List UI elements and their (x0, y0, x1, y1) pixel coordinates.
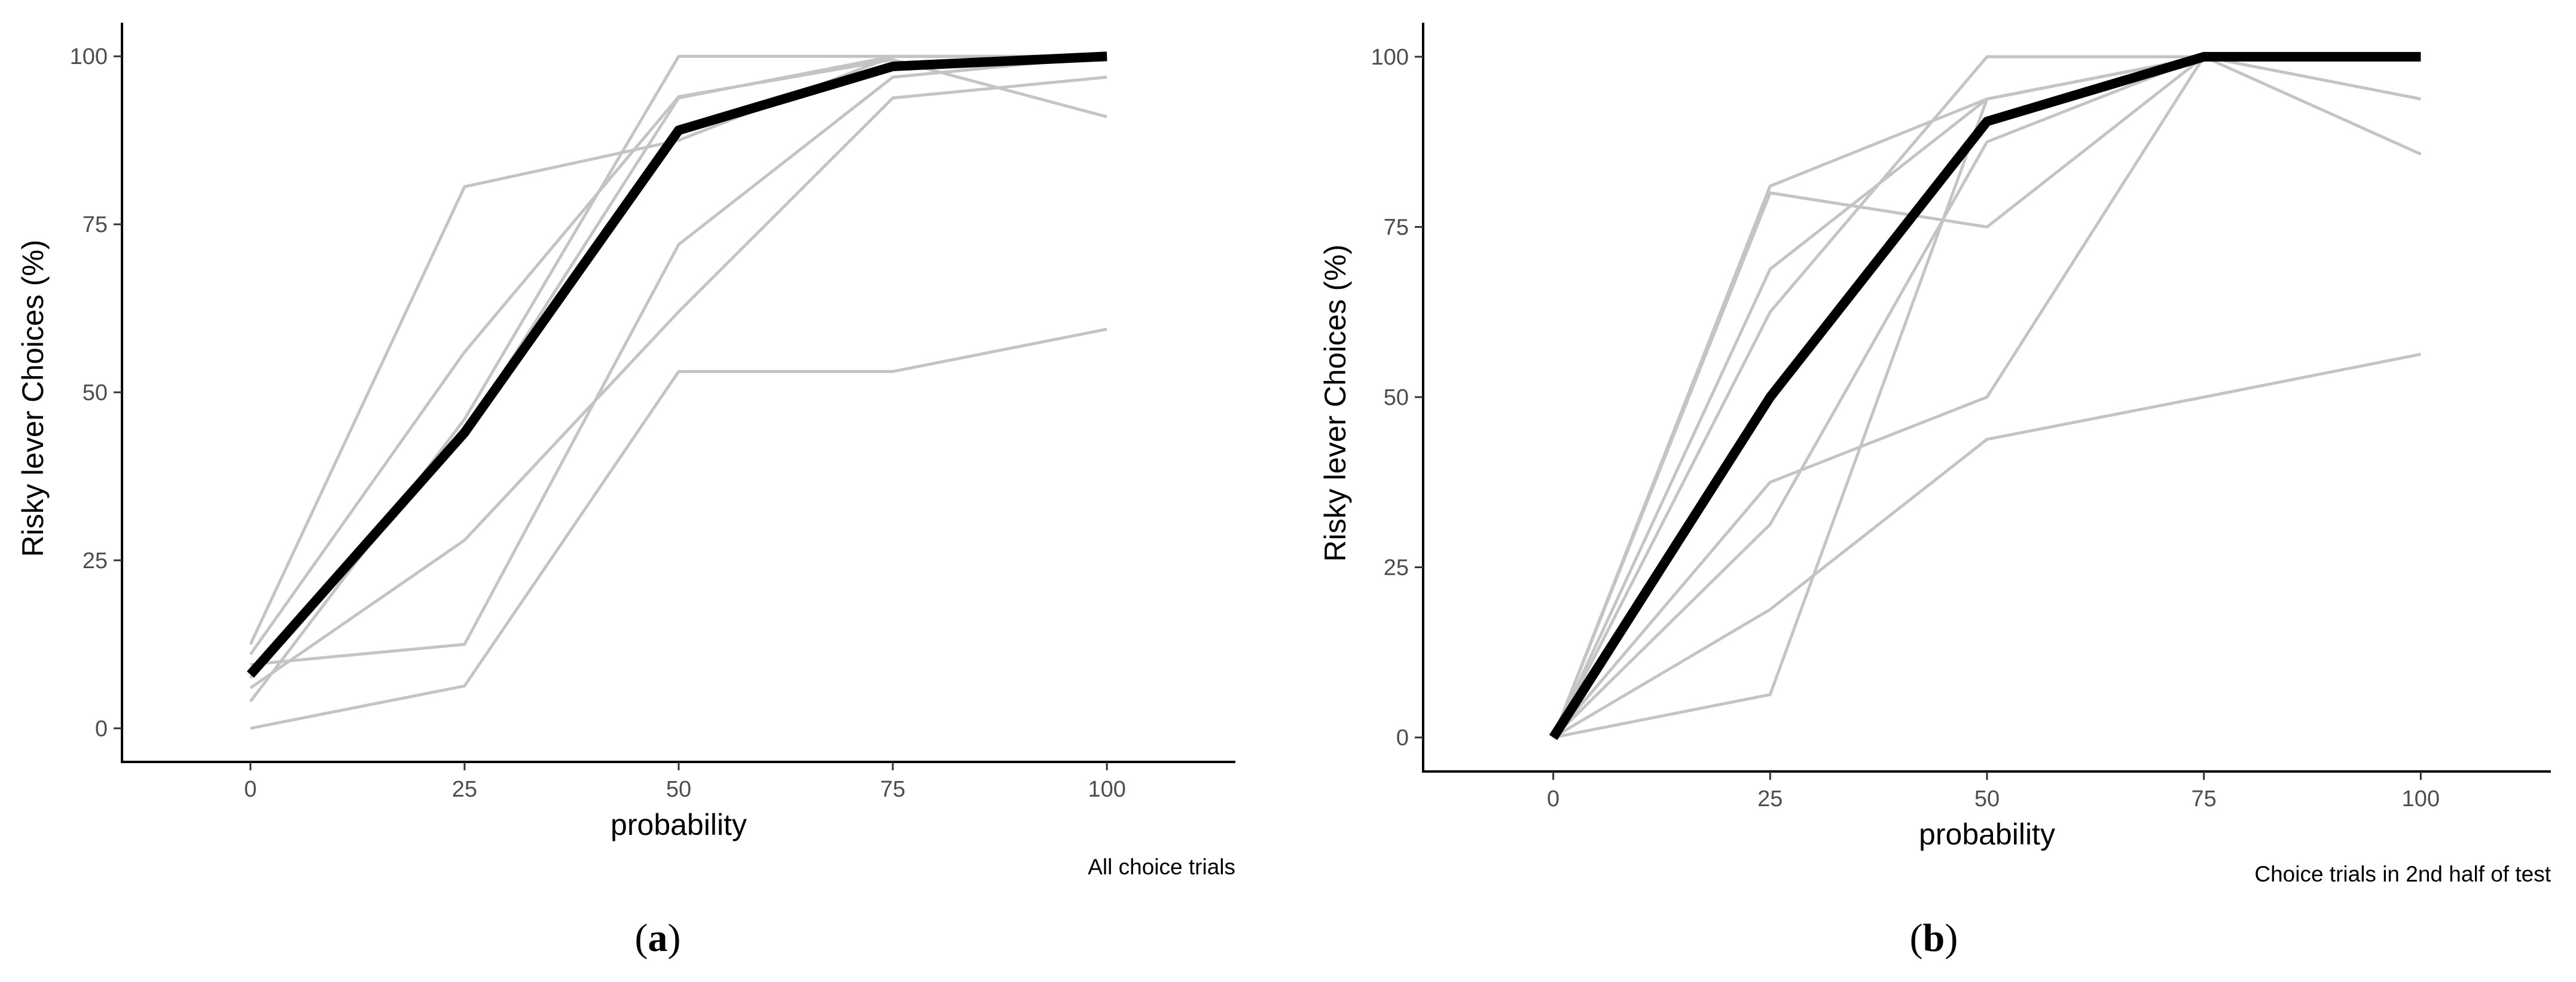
panel-a-y-tick-label: 100 (70, 44, 108, 69)
panel-b-caption: Choice trials in 2nd half of test (2254, 862, 2551, 886)
panel-a-chart: 0 25 50 75 100 0 25 50 75 100 probability Risky lev… (16, 23, 1235, 879)
panel-b-x-axis-title: probability (1919, 818, 2055, 851)
panel-b-mean-line (1549, 51, 2421, 740)
panel-b-chart: 0 25 50 75 100 0 25 50 75 100 probability Risky lev… (1318, 23, 2551, 886)
panel-a-y-axis-title: Risky lever Choices (%) (16, 240, 50, 557)
panel-b-label: (b) (1910, 916, 1958, 960)
panel-b-y-tick-label: 50 (1384, 385, 1409, 410)
panel-a-x-tick-label: 50 (666, 777, 691, 802)
panel-a-x-tick-label: 75 (880, 777, 905, 802)
panel-a-subject-line-2 (249, 58, 1107, 655)
panel-a-subject-line-4 (250, 327, 1107, 730)
panel-b-x-tick-label: 0 (1547, 786, 1559, 812)
panel-b-subject-line-5 (1552, 55, 2421, 739)
panel-a-label: (a) (635, 916, 681, 960)
panel-a-y-tick-label: 0 (95, 716, 108, 742)
panel-b-x-tick-label: 50 (1974, 786, 2000, 812)
panel-b-y-tick-label: 0 (1396, 725, 1409, 751)
panel-b-x-tick-label: 75 (2192, 786, 2217, 812)
panel-a-subject-line-5 (249, 75, 1107, 690)
panel-b-y-axis-title: Risky lever Choices (%) (1318, 245, 1352, 562)
panel-b-y-tick-label: 75 (1384, 215, 1409, 240)
panel-a-x-tick-label: 100 (1088, 777, 1125, 802)
panel-b-x-tick-label: 100 (2402, 786, 2440, 812)
panel-a-y-tick-label: 75 (83, 212, 108, 237)
panel-a-x-axis-title: probability (611, 808, 747, 841)
panel-b-subject-line-2 (1552, 55, 2422, 739)
panel-b-x-tick-label: 25 (1757, 786, 1783, 812)
panel-a-subject-line-3 (250, 54, 1107, 666)
panel-b-y-tick-label: 100 (1371, 45, 1409, 70)
panel-a-mean-line (246, 51, 1107, 678)
panel-a-y-tick-label: 25 (83, 548, 108, 574)
panel-a-subject-line-1 (249, 54, 1107, 645)
panel-b-y-tick-label: 25 (1384, 556, 1409, 581)
panel-a-subject-line-6 (249, 54, 1107, 703)
panel-a-caption: All choice trials (1088, 855, 1235, 879)
panel-b-subject-line-7 (1552, 352, 2421, 739)
panel-a-x-tick-label: 25 (452, 777, 477, 802)
panel-a-y-tick-label: 50 (83, 380, 108, 405)
panel-a-x-tick-label: 0 (244, 777, 257, 802)
